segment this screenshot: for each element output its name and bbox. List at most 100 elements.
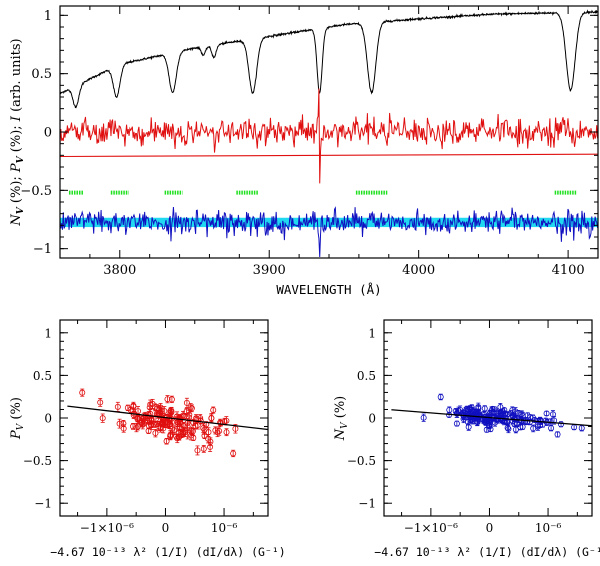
spectrum-panel: 3800 3900 4000 4100 −1 −0.5 0 0.5 1 WAVELENGTH (… (9, 5, 599, 297)
ylabel-tail3: (arb. units) (9, 38, 24, 116)
data-point (504, 411, 511, 418)
data-point (184, 423, 191, 430)
data-point (180, 423, 187, 430)
x-tick-label: 0 (486, 521, 494, 535)
data-point (164, 396, 171, 403)
data-point (465, 419, 472, 426)
data-point (437, 393, 444, 400)
polarisation-x-axis-label: −4.67 10⁻¹³ λ² (1/I) (dI/dλ) (G⁻¹) (50, 545, 285, 559)
spectrum-series (59, 9, 599, 258)
ylabel-n: N (9, 214, 24, 227)
null-points (420, 393, 585, 438)
ylabel-sub-v1: V (16, 206, 26, 214)
data-point (200, 445, 207, 452)
null-fit-line (391, 409, 593, 427)
null-scatter-panel: −1×10⁻⁶ 0 10⁻⁶ −1 −0.5 0 0.5 1 −4.67 10⁻¹³ λ² (… (333, 319, 600, 559)
data-point (455, 407, 462, 414)
y-tick-label: 0.5 (31, 67, 52, 82)
y-tick-label: 1 (368, 326, 376, 340)
data-point (212, 427, 219, 434)
data-point (129, 423, 136, 430)
data-point (152, 430, 159, 437)
polarisation-scatter-panel: −1×10⁻⁶ 0 10⁻⁶ −1 −0.5 0 0.5 1 −4.67 10⁻¹³ λ² (… (9, 319, 286, 559)
data-point (200, 425, 207, 432)
x-tick-label: 10⁻⁶ (211, 521, 238, 535)
data-point (114, 403, 121, 410)
data-point (453, 420, 460, 427)
data-point (509, 407, 516, 414)
data-point (163, 438, 170, 445)
data-point (192, 423, 199, 430)
data-point (465, 408, 472, 415)
polarisation-reference-line (59, 153, 599, 158)
data-point (208, 415, 215, 422)
y-tick-label: 0.5 (357, 369, 376, 383)
data-point (174, 435, 181, 442)
data-point (512, 426, 519, 433)
data-point (205, 429, 212, 436)
data-point (489, 405, 496, 412)
data-point (488, 407, 495, 414)
y-tick-label: −1 (34, 497, 52, 511)
data-point (142, 413, 149, 420)
data-point (133, 424, 140, 431)
data-point (485, 413, 492, 420)
data-point (210, 407, 217, 414)
y-tick-label: 0 (44, 412, 52, 426)
data-point (197, 415, 204, 422)
spectrum-y-axis-label: NV (%); PV (%); I (arb. units) (9, 38, 26, 226)
data-point (223, 417, 230, 424)
data-point (97, 399, 104, 406)
polarisation-ticks: −1×10⁻⁶ 0 10⁻⁶ −1 −0.5 0 0.5 1 (23, 320, 268, 535)
y-tick-label: −0.5 (23, 454, 52, 468)
y-tick-label: 0 (44, 126, 52, 141)
ylabel-p: P (9, 163, 24, 173)
polarisation-fit-line (67, 405, 269, 431)
data-point (189, 428, 196, 435)
x-tick-label: 4000 (402, 263, 435, 278)
y-tick-label: −1 (33, 242, 52, 257)
data-point (174, 419, 181, 426)
data-point (99, 415, 106, 422)
data-point (547, 418, 554, 425)
data-point (530, 425, 537, 432)
data-point (161, 407, 168, 414)
data-point (139, 421, 146, 428)
data-point (216, 428, 223, 435)
data-point (524, 412, 531, 419)
intensity-series (59, 9, 599, 109)
x-tick-label: 3800 (103, 263, 136, 278)
y-tick-label: −1 (358, 497, 376, 511)
x-tick-label: 0 (162, 521, 170, 535)
x-tick-label: 3900 (253, 263, 286, 278)
data-point (519, 423, 526, 430)
data-point (166, 421, 173, 428)
polarisation-points (79, 388, 239, 458)
data-point (498, 409, 505, 416)
polarisation-y-axis-label: PV (%) (9, 397, 26, 440)
data-point (194, 447, 201, 454)
data-point (147, 401, 154, 408)
data-point (474, 418, 481, 425)
data-point (549, 411, 556, 418)
data-point (207, 438, 214, 445)
data-point (157, 404, 164, 411)
data-point (518, 410, 525, 417)
data-point (217, 419, 224, 426)
data-point (167, 433, 174, 440)
data-point (160, 425, 167, 432)
null-series (59, 206, 599, 258)
y-tick-label: −0.5 (20, 184, 52, 199)
data-point (468, 404, 475, 411)
data-point (167, 408, 174, 415)
data-point (230, 450, 237, 457)
data-point (531, 417, 538, 424)
data-point (186, 411, 193, 418)
data-point (116, 420, 123, 427)
data-point (168, 396, 175, 403)
data-point (148, 417, 155, 424)
null-x-axis-label: −4.67 10⁻¹³ λ² (1/I) (dI/dλ) (G⁻¹) (374, 545, 600, 559)
data-point (120, 420, 127, 427)
data-point (487, 426, 494, 433)
